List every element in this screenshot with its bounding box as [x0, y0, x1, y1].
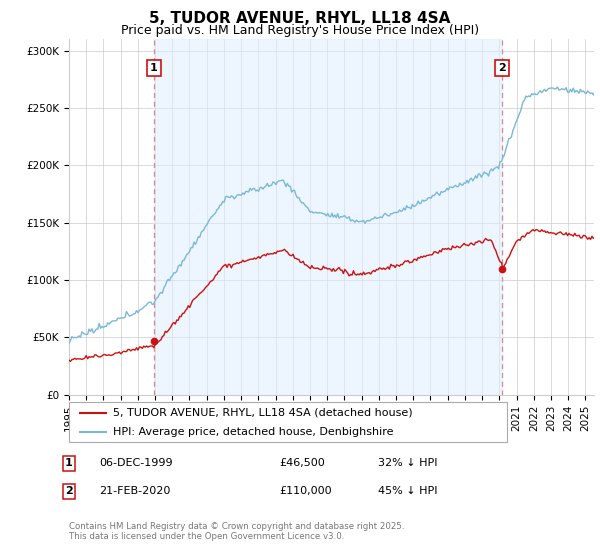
Text: 1: 1 [65, 458, 73, 468]
Text: 5, TUDOR AVENUE, RHYL, LL18 4SA: 5, TUDOR AVENUE, RHYL, LL18 4SA [149, 11, 451, 26]
Text: £46,500: £46,500 [279, 458, 325, 468]
Text: Contains HM Land Registry data © Crown copyright and database right 2025.
This d: Contains HM Land Registry data © Crown c… [69, 522, 404, 542]
Text: 32% ↓ HPI: 32% ↓ HPI [378, 458, 437, 468]
Text: 06-DEC-1999: 06-DEC-1999 [99, 458, 173, 468]
Bar [154, 39, 502, 395]
Text: HPI: Average price, detached house, Denbighshire: HPI: Average price, detached house, Denb… [113, 427, 394, 436]
Text: 2: 2 [65, 486, 73, 496]
Text: Price paid vs. HM Land Registry's House Price Index (HPI): Price paid vs. HM Land Registry's House … [121, 24, 479, 37]
Text: £110,000: £110,000 [279, 486, 332, 496]
Text: 1: 1 [150, 63, 158, 73]
Text: 2: 2 [497, 63, 505, 73]
Text: 5, TUDOR AVENUE, RHYL, LL18 4SA (detached house): 5, TUDOR AVENUE, RHYL, LL18 4SA (detache… [113, 408, 412, 418]
Text: 21-FEB-2020: 21-FEB-2020 [99, 486, 170, 496]
Text: 45% ↓ HPI: 45% ↓ HPI [378, 486, 437, 496]
